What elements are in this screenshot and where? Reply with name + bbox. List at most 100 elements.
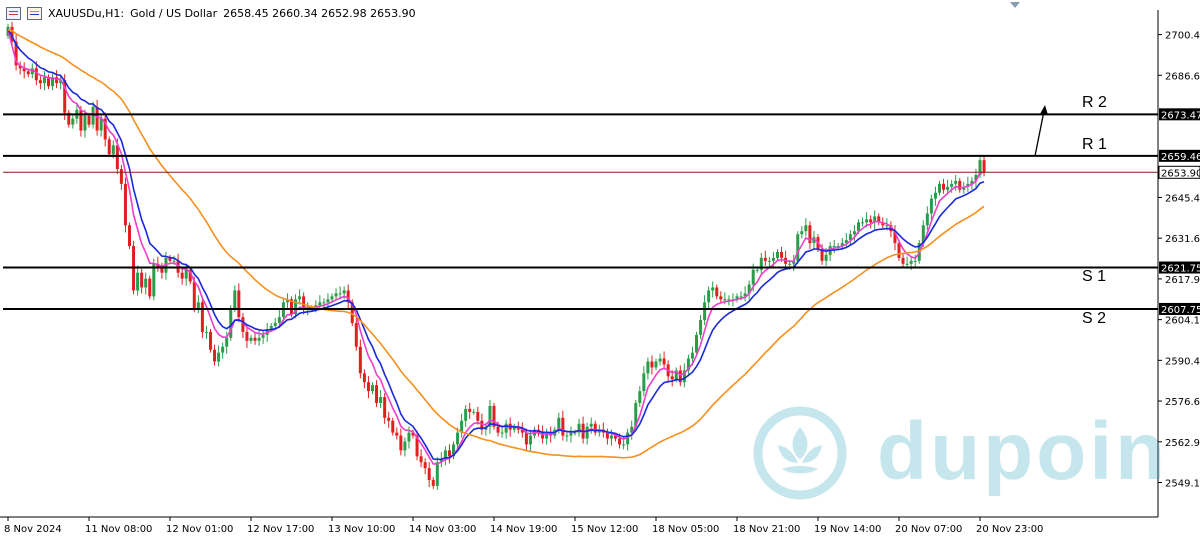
candle-body bbox=[678, 370, 682, 383]
time-tick-label: 20 Nov 07:00 bbox=[895, 524, 962, 535]
shift-marker-icon bbox=[1010, 2, 1020, 8]
candle-body bbox=[840, 243, 844, 247]
candle-body bbox=[350, 302, 354, 324]
level-price-tag-text: 2673.47 bbox=[1161, 110, 1200, 121]
candle-body bbox=[67, 112, 71, 125]
candle-body bbox=[87, 115, 91, 125]
time-tick-label: 11 Nov 08:00 bbox=[85, 524, 152, 535]
candle-body bbox=[51, 77, 55, 87]
candle-body bbox=[954, 180, 958, 184]
candle-body bbox=[719, 296, 723, 300]
price-tick-label: 2604.15 bbox=[1165, 316, 1200, 327]
support-resistance-levels: 2673.47 2659.46 2621.75 2607.75 2653.90 bbox=[3, 108, 1200, 316]
candle-body bbox=[298, 296, 302, 300]
candle-body bbox=[144, 278, 148, 288]
candle-body bbox=[512, 426, 516, 430]
candle-body bbox=[496, 426, 500, 433]
ma-slow-line bbox=[7, 29, 985, 459]
annotations bbox=[1034, 105, 1048, 157]
candle-body bbox=[982, 160, 986, 173]
candle-body bbox=[804, 225, 808, 232]
candle-body bbox=[391, 420, 395, 433]
candle-body bbox=[852, 231, 856, 235]
candle-body bbox=[780, 251, 784, 258]
time-tick-label: 8 Nov 2024 bbox=[4, 524, 62, 535]
candle-body bbox=[10, 26, 14, 42]
candle-body bbox=[946, 186, 950, 190]
candle-body bbox=[500, 432, 504, 434]
candle-body bbox=[419, 456, 423, 463]
candle-body bbox=[707, 290, 711, 303]
level-price-tag-text: 2607.75 bbox=[1161, 305, 1200, 316]
candle-body bbox=[447, 450, 451, 457]
candle-body bbox=[885, 225, 889, 227]
candle-body bbox=[800, 231, 804, 235]
candle-body bbox=[38, 80, 42, 84]
candle-body bbox=[387, 417, 391, 421]
time-tick-label: 20 Nov 23:00 bbox=[976, 524, 1043, 535]
candle-body bbox=[747, 284, 751, 294]
candle-body bbox=[91, 106, 95, 125]
candle-body bbox=[630, 426, 634, 433]
level-label-s2: S 2 bbox=[1082, 309, 1107, 327]
candle-body bbox=[257, 337, 261, 341]
candle-body bbox=[695, 334, 698, 353]
candle-body bbox=[848, 234, 852, 241]
candle-body bbox=[358, 346, 362, 374]
candle-body bbox=[192, 281, 196, 309]
candle-body bbox=[520, 429, 524, 433]
candle-body bbox=[22, 68, 26, 72]
candle-body bbox=[237, 290, 241, 318]
candle-body bbox=[767, 260, 771, 262]
plot-frame bbox=[0, 2, 1159, 518]
level-label-s1: S 1 bbox=[1082, 268, 1107, 286]
candle-body bbox=[897, 243, 901, 258]
candle-body bbox=[792, 260, 796, 264]
candle-body bbox=[294, 299, 298, 315]
candle-body bbox=[978, 160, 982, 175]
candle-body bbox=[788, 263, 792, 265]
chart-window-icon[interactable] bbox=[6, 6, 21, 20]
candle-body bbox=[395, 432, 399, 436]
candle-body bbox=[200, 302, 204, 332]
price-tick-label: 2576.65 bbox=[1165, 397, 1200, 408]
candle-body bbox=[577, 423, 581, 433]
candle-body bbox=[221, 346, 225, 353]
candle-body bbox=[423, 462, 427, 469]
candle-body bbox=[26, 71, 30, 75]
candle-body bbox=[690, 352, 694, 359]
candle-body bbox=[861, 222, 865, 224]
candle-body bbox=[735, 296, 739, 300]
candle-body bbox=[334, 293, 338, 297]
current-price-tag-text: 2653.90 bbox=[1161, 168, 1200, 179]
candle-body bbox=[204, 331, 208, 333]
indicator-list-icon[interactable] bbox=[27, 6, 42, 20]
candle-body bbox=[938, 183, 941, 193]
candle-body bbox=[375, 385, 379, 403]
level-price-tag bbox=[1159, 149, 1200, 162]
level-price-tag bbox=[1159, 108, 1200, 121]
candle-body bbox=[528, 435, 532, 445]
candle-body bbox=[354, 323, 358, 347]
candle-body bbox=[492, 405, 496, 427]
level-price-tag-text: 2621.75 bbox=[1161, 263, 1200, 274]
time-tick-label: 12 Nov 01:00 bbox=[166, 524, 233, 535]
candle-body bbox=[832, 246, 836, 248]
candle-body bbox=[812, 237, 816, 244]
candle-body bbox=[253, 337, 257, 341]
candle-body bbox=[565, 435, 569, 437]
candle-body bbox=[427, 468, 431, 480]
candle-body bbox=[962, 186, 966, 190]
candle-body bbox=[184, 269, 188, 279]
candle-body bbox=[59, 80, 63, 84]
candle-body bbox=[362, 373, 366, 383]
candle-body bbox=[682, 370, 686, 383]
symbol-description: Gold / US Dollar bbox=[130, 6, 218, 20]
candle-body bbox=[468, 408, 472, 412]
candle-body bbox=[658, 358, 662, 362]
time-tick-label: 19 Nov 14:00 bbox=[814, 524, 881, 535]
candle-body bbox=[622, 444, 626, 446]
candle-body bbox=[342, 290, 346, 294]
candle-body bbox=[34, 68, 38, 81]
